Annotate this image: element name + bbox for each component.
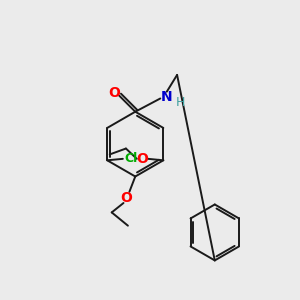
Text: Cl: Cl [124,152,137,165]
Text: O: O [108,85,120,100]
Text: N: N [161,90,172,104]
Text: H: H [175,96,185,109]
Text: O: O [121,191,132,205]
Text: O: O [136,152,148,166]
